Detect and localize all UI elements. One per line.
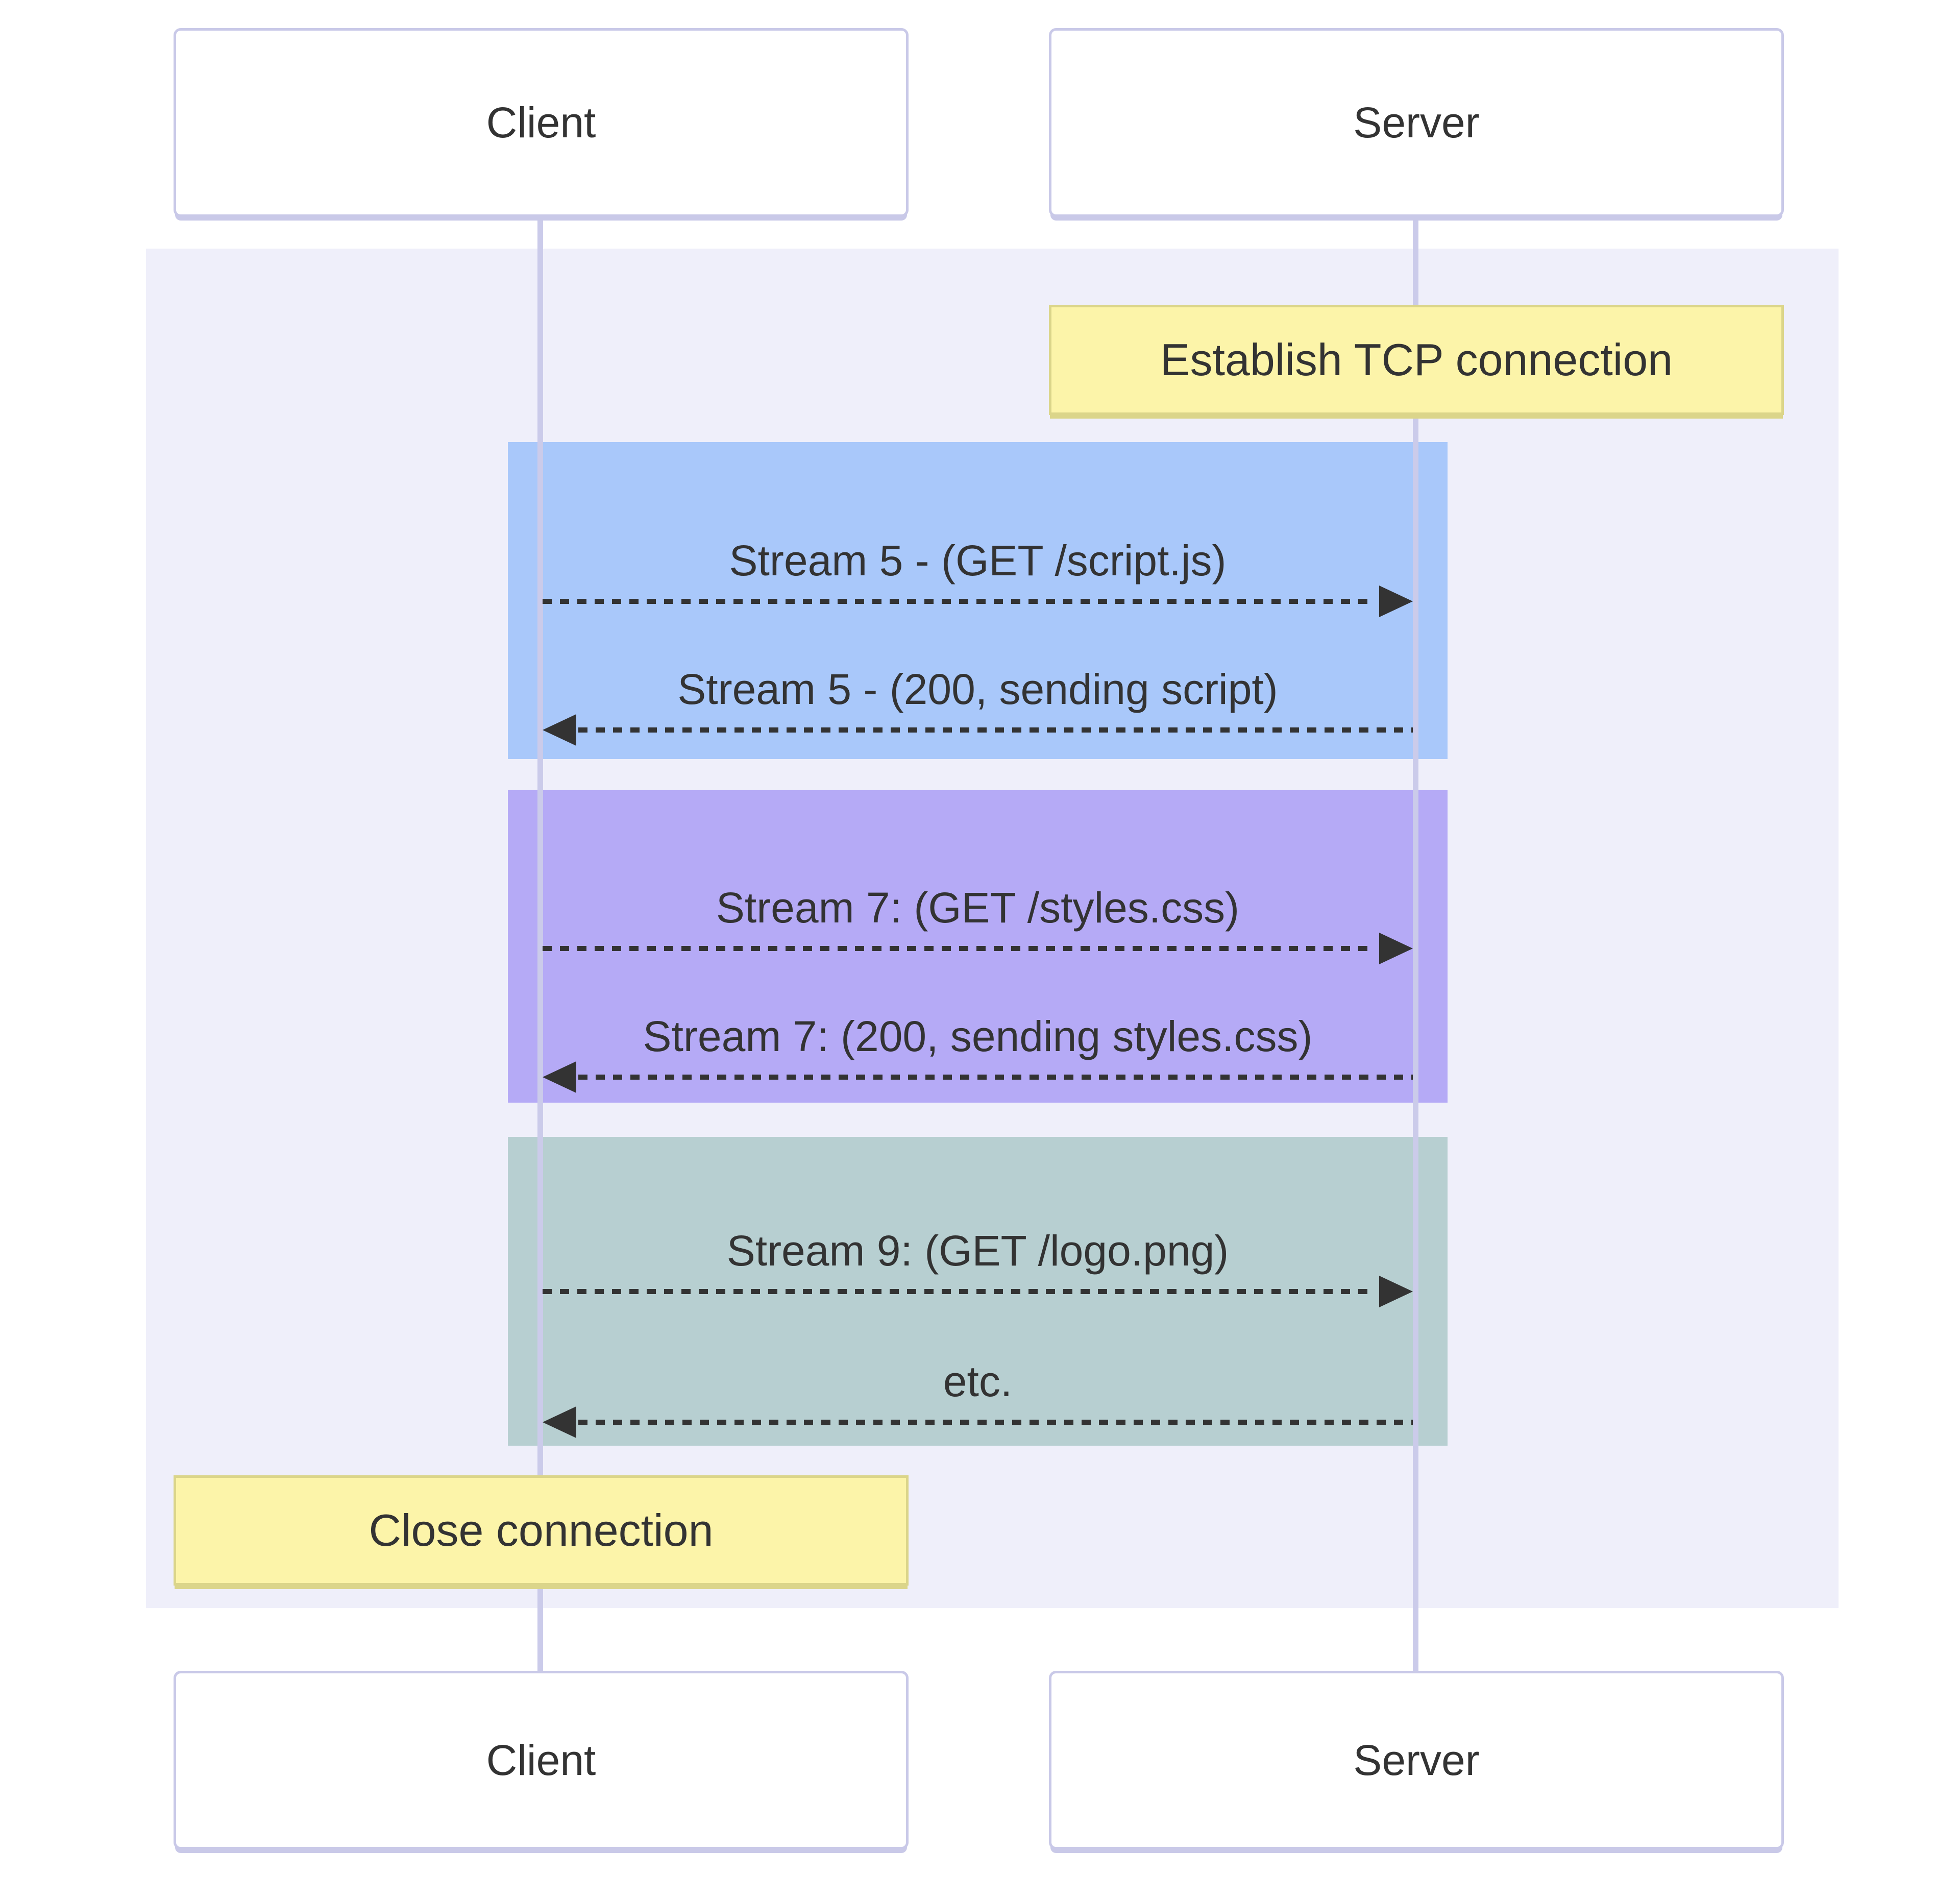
client-lifeline: [537, 217, 543, 1671]
note-establish-tcp-connection: Establish TCP connection: [1049, 305, 1784, 415]
arrowhead-left-icon: [543, 1406, 576, 1438]
message-stream5-response-label: Stream 5 - (200, sending script): [677, 665, 1278, 713]
dashed-line: [543, 1289, 1375, 1294]
arrowhead-left-icon: [543, 1061, 576, 1093]
dashed-line: [543, 946, 1375, 951]
arrowhead-right-icon: [1379, 1276, 1413, 1307]
message-etc-label: etc.: [943, 1357, 1013, 1405]
message-stream7-response-arrow: [543, 1061, 1413, 1093]
message-stream7-response-label: Stream 7: (200, sending styles.css): [643, 1012, 1313, 1060]
arrowhead-right-icon: [1379, 586, 1413, 617]
arrowhead-left-icon: [543, 714, 576, 746]
message-stream5-request-label: Stream 5 - (GET /script.js): [729, 537, 1227, 585]
message-stream5-request-arrow: [543, 586, 1413, 617]
actor-client-top: Client: [174, 28, 909, 217]
message-stream7-request-label: Stream 7: (GET /styles.css): [716, 884, 1240, 932]
message-stream5-response-arrow: [543, 714, 1413, 746]
actor-client-bottom: Client: [174, 1671, 909, 1849]
message-stream9-request-arrow: [543, 1276, 1413, 1307]
dashed-line: [578, 1420, 1413, 1425]
dashed-line: [578, 1075, 1413, 1080]
actor-server-bottom: Server: [1049, 1671, 1784, 1849]
message-stream9-request-label: Stream 9: (GET /logo.png): [726, 1227, 1229, 1275]
message-etc-arrow: [543, 1406, 1413, 1438]
arrowhead-right-icon: [1379, 933, 1413, 964]
message-stream7-request-arrow: [543, 933, 1413, 964]
dashed-line: [578, 727, 1413, 733]
server-lifeline: [1413, 217, 1418, 1671]
dashed-line: [543, 599, 1375, 604]
note-close-connection: Close connection: [174, 1475, 909, 1586]
actor-server-top: Server: [1049, 28, 1784, 217]
